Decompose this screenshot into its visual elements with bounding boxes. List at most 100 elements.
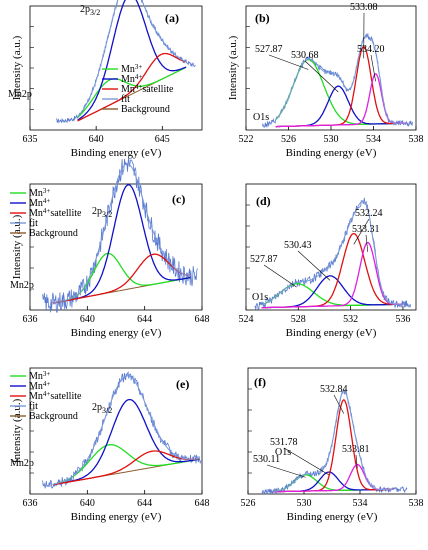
plot-frame-b (245, 5, 417, 131)
x-tick-label-d-0: 524 (239, 314, 254, 325)
panel-c: 636 640 644 648 Binding energy (eV) Intensity… (10, 157, 210, 339)
y-axis-label-e: Intensity (a.u.) (11, 398, 23, 463)
legend-entry-c-0: Mn3+ (29, 187, 50, 199)
x-tick-label-a-2: 645 (155, 134, 170, 145)
x-axis-label-e: Binding energy (eV) (71, 511, 162, 523)
panel-label-f: (f) (254, 375, 266, 389)
peak-mn3-a (77, 66, 187, 118)
peak-mn4-b (275, 85, 408, 128)
peak-label-a: 2p3/2 (80, 4, 100, 17)
peak-satellite-d (261, 232, 403, 309)
legend-entry-c-4: Background (29, 228, 78, 239)
peak-annotation-d-2: 532.24 (355, 208, 383, 219)
peak-annotation-f-1: 531.78 (270, 437, 298, 448)
panel-label-e: (e) (176, 377, 189, 391)
x-tick-label-f-1: 530 (297, 498, 312, 509)
panel-a: 635 640 645 Binding energy (eV) Intensity (a… (8, 0, 203, 159)
x-tick-label-f-3: 538 (409, 498, 424, 509)
legend-entry-c-1: Mn4+ (29, 197, 50, 209)
fit-line-e (52, 375, 200, 485)
x-tick-label-d-2: 532 (343, 314, 358, 325)
x-tick-label-c-1: 640 (80, 314, 95, 325)
peak-annotation-f-2: 532.84 (320, 384, 348, 395)
y-axis-label-c: Intensity (a.u.) (11, 214, 23, 279)
legend-entry-c-3: fit (29, 218, 38, 229)
x-tick-label-b-2: 530 (324, 134, 339, 145)
x-tick-label-e-3: 648 (195, 498, 210, 509)
x-tick-label-d-3: 536 (395, 314, 410, 325)
element-label-b: O1s (253, 112, 269, 123)
element-label-a: Mn2p (8, 89, 32, 100)
panel-label-c: (c) (172, 192, 185, 206)
peak-annotation-b-3: 534.20 (357, 44, 385, 55)
fit-line-d (261, 200, 403, 306)
x-tick-label-b-1: 526 (281, 134, 296, 145)
peak-satellite-e (52, 450, 200, 486)
legend-entry-e-1: Mn4+ (29, 380, 50, 392)
x-tick-label-f-2: 534 (353, 498, 368, 509)
annotation-arrow-b-1 (304, 60, 339, 93)
peak-annotation-d-1: 530.43 (284, 240, 312, 251)
x-tick-label-e-1: 640 (80, 498, 95, 509)
peak-mn4-e (52, 398, 200, 486)
annotation-arrow-d-3 (365, 234, 369, 252)
element-label-d: O1s (252, 292, 268, 303)
legend-entry-e-4: Background (29, 411, 78, 422)
peak-annotation-b-0: 527.87 (255, 44, 283, 55)
peak-annotation-f-3: 533.81 (342, 444, 370, 455)
x-axis-label-f: Binding energy (eV) (287, 511, 378, 523)
peak-label-c: 2p3/2 (92, 206, 112, 219)
x-tick-label-c-2: 644 (137, 314, 152, 325)
panel-b: 522 526 530 534 538 Binding energy (eV) Intens… (227, 2, 424, 159)
x-axis-label-a: Binding energy (eV) (71, 147, 162, 159)
raw-data-line-a (56, 0, 196, 124)
x-tick-label-b-0: 522 (239, 134, 254, 145)
y-axis-label-a: Intensity (a.u.) (11, 35, 23, 100)
x-tick-label-a-0: 635 (23, 134, 38, 145)
peak-annotation-b-2: 533.08 (350, 2, 378, 13)
peak-mn4-c (52, 184, 191, 304)
annotation-arrow-b-0 (268, 54, 309, 70)
legend-entry-a-1: Mn4+ (121, 73, 142, 85)
peak-satellite-c (52, 253, 191, 304)
peak-o1s_extra-d (261, 241, 403, 309)
x-tick-label-e-0: 636 (23, 498, 38, 509)
peak-mn3-b (275, 58, 408, 125)
peak-mn3-e (52, 444, 200, 486)
element-label-e: Mn2p (10, 458, 34, 469)
annotation-arrow-d-1 (297, 250, 331, 281)
x-tick-label-a-1: 640 (89, 134, 104, 145)
fit-line-a (77, 0, 187, 118)
x-axis-label-d: Binding energy (eV) (286, 327, 377, 339)
peak-annotation-f-0: 530.11 (253, 454, 280, 465)
panel-e: 636 640 644 648 Binding energy (eV) Intensity… (10, 367, 210, 523)
legend-entry-e-2: Mn4+satellite (29, 390, 82, 402)
peak-annotation-d-3: 533.31 (352, 224, 380, 235)
x-axis-label-b: Binding energy (eV) (286, 147, 377, 159)
y-axis-label-b: Intensity (a.u.) (227, 35, 239, 100)
fit-line-c (52, 163, 191, 304)
peak-annotation-b-1: 530.68 (291, 50, 319, 61)
panel-label-a: (a) (165, 11, 179, 25)
x-axis-label-c: Binding energy (eV) (71, 327, 162, 339)
legend-entry-a-2: Mn4+satellite (121, 83, 174, 95)
x-tick-label-d-1: 528 (291, 314, 306, 325)
raw-data-line-c (42, 157, 198, 313)
annotation-arrow-f-0 (266, 464, 306, 478)
x-tick-label-c-3: 648 (195, 314, 210, 325)
annotation-arrow-d-2 (353, 218, 370, 245)
panel-label-b: (b) (255, 11, 270, 25)
legend-entry-a-4: Background (121, 104, 170, 115)
peak-mn4-a (77, 0, 187, 121)
x-tick-label-f-0: 526 (241, 498, 256, 509)
plot-frame-d (245, 183, 417, 311)
x-tick-label-b-3: 534 (366, 134, 381, 145)
x-tick-label-e-2: 644 (137, 498, 152, 509)
peak-satellite-a (77, 52, 187, 122)
legend-entry-a-0: Mn3+ (121, 63, 142, 75)
x-tick-label-c-0: 636 (23, 314, 38, 325)
peak-label-e: 2p3/2 (92, 402, 112, 415)
